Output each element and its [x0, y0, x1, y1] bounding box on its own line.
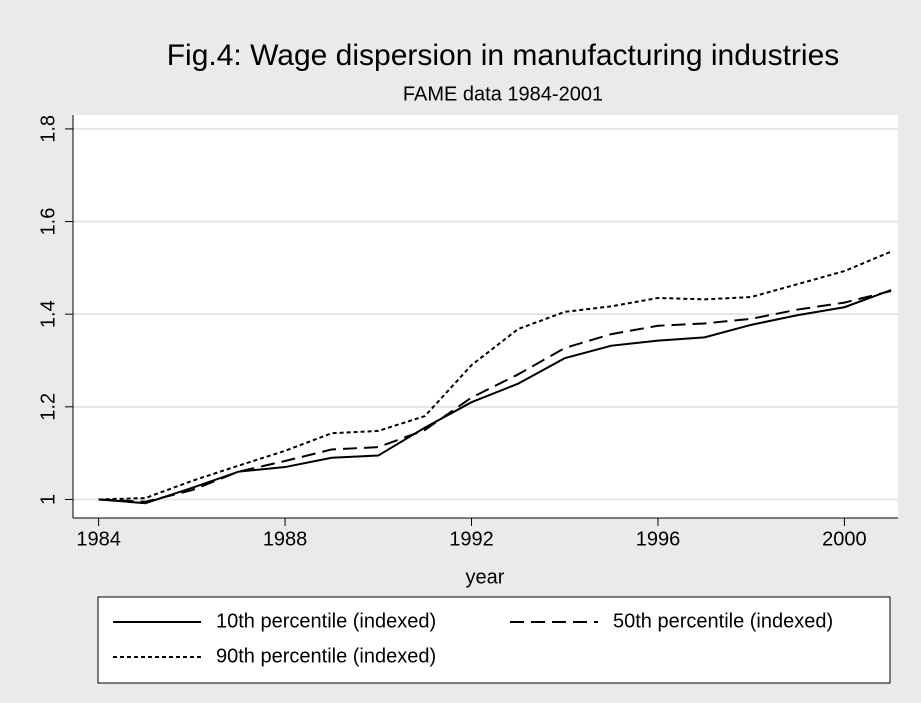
legend-label: 10th percentile (indexed) — [216, 610, 436, 632]
data-line — [98, 290, 892, 503]
legend: 10th percentile (indexed) 50th percentile… — [97, 596, 891, 684]
legend-label: 50th percentile (indexed) — [613, 610, 833, 632]
plot-area — [73, 115, 898, 518]
legend-label: 90th percentile (indexed) — [216, 645, 436, 667]
y-tick-label: 1.8 — [37, 115, 59, 143]
legend-box — [97, 596, 891, 684]
chart-title: Fig.4: Wage dispersion in manufacturing … — [167, 39, 840, 72]
x-tick-label: 1992 — [449, 528, 494, 550]
x-tick-label: 1996 — [636, 528, 681, 550]
x-axis-label: year — [466, 566, 505, 588]
x-tick-label: 1988 — [263, 528, 308, 550]
y-tick-label: 1.4 — [37, 300, 59, 328]
x-tick-label: 2000 — [822, 528, 867, 550]
x-tick-label: 1984 — [76, 528, 121, 550]
chart-subtitle: FAME data 1984-2001 — [403, 83, 603, 105]
y-tick-label: 1 — [37, 494, 59, 505]
y-tick-label: 1.6 — [37, 208, 59, 236]
y-tick-label: 1.2 — [37, 393, 59, 421]
